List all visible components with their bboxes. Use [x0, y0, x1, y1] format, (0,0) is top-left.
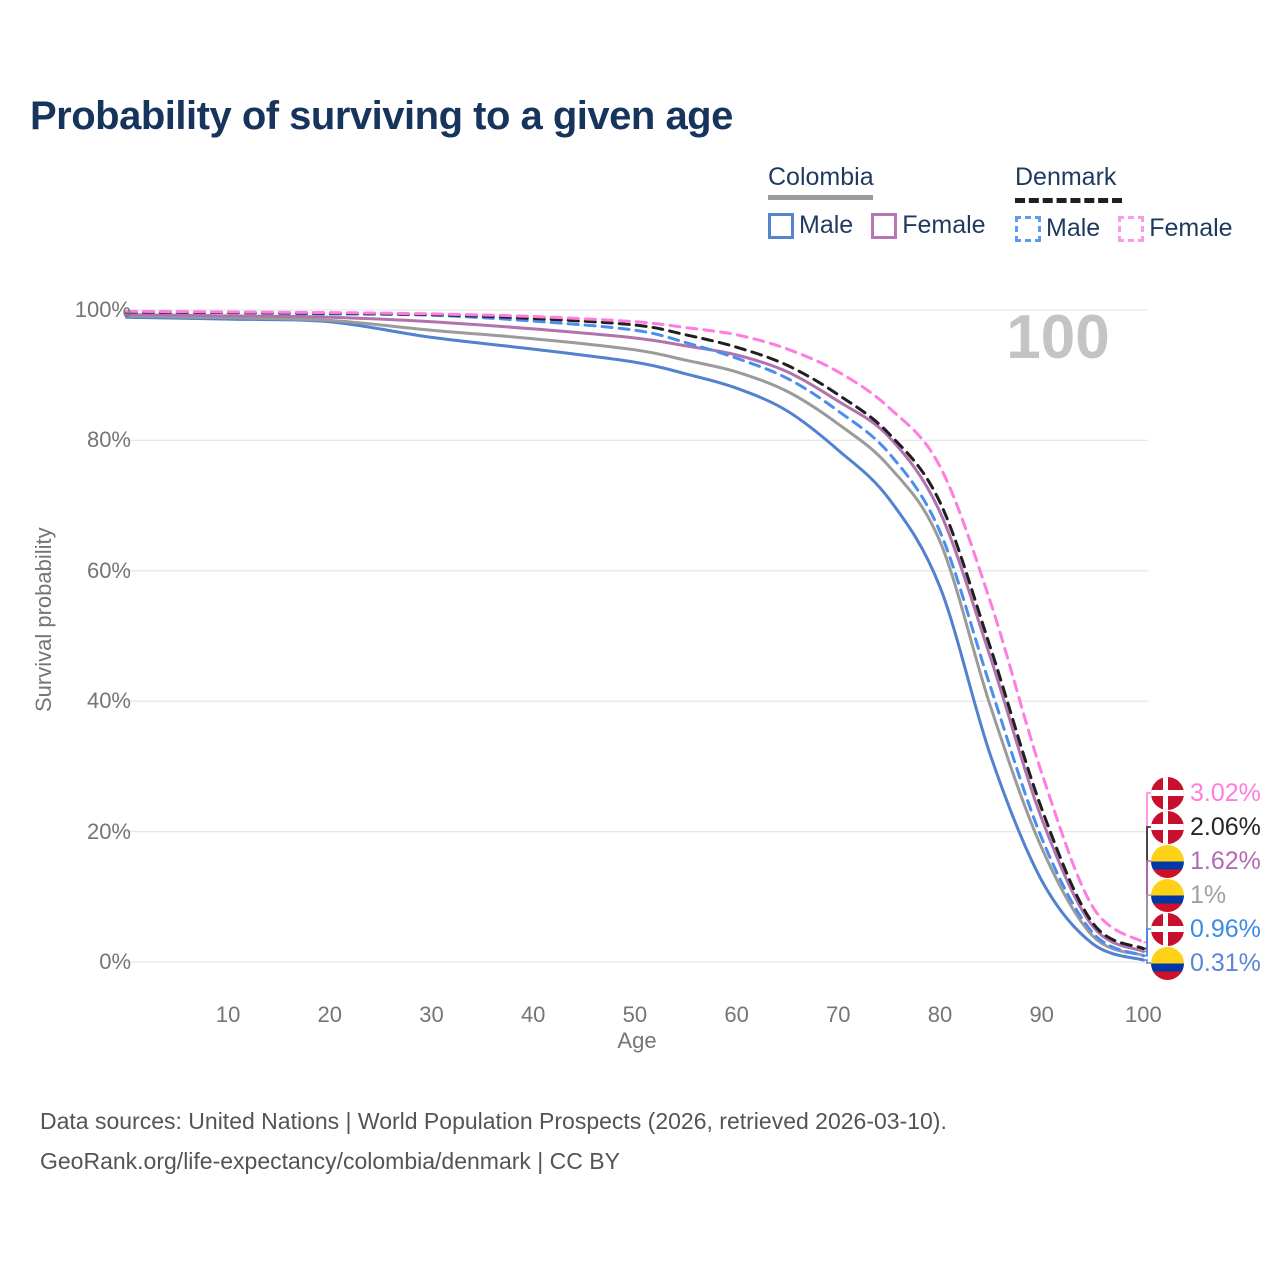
colombia-female-swatch-icon: [871, 212, 898, 239]
x-tick-80: 80: [927, 1002, 953, 1027]
colombia-male-swatch-icon: [768, 212, 794, 239]
end-label-value: 3.02%: [1190, 778, 1261, 807]
legend-item-denmark-female[interactable]: Female: [1118, 214, 1233, 243]
y-tick-100: 100%: [74, 297, 131, 322]
end-label-value: 0.96%: [1190, 914, 1261, 943]
denmark-flag-icon: [1151, 776, 1184, 810]
end-label-value: 2.06%: [1190, 812, 1261, 841]
y-tick-60: 60%: [86, 557, 131, 583]
legend-label: Male: [799, 211, 854, 239]
series-line-colombia[interactable]: [124, 314, 1145, 957]
legend-item-denmark-male[interactable]: Male: [1015, 214, 1100, 243]
x-tick-40: 40: [520, 1002, 546, 1027]
denmark-flag-icon: [1151, 810, 1184, 844]
colombia-flag-icon: [1151, 946, 1184, 980]
series-line-colombia-male[interactable]: [124, 315, 1145, 962]
legend-label: Female: [902, 211, 986, 239]
series-line-denmark-female[interactable]: [124, 309, 1145, 944]
data-sources-line: Data sources: United Nations | World Pop…: [40, 1108, 947, 1134]
series-line-colombia-female[interactable]: [124, 313, 1145, 953]
x-tick-30: 30: [419, 1002, 444, 1027]
end-label-colombia-female: 1.62%: [1151, 844, 1261, 878]
y-tick-80: 80%: [86, 427, 131, 453]
x-tick-60: 60: [724, 1002, 749, 1027]
end-label-denmark-male: 0.96%: [1151, 912, 1261, 946]
x-tick-20: 20: [317, 1002, 343, 1027]
x-tick-90: 90: [1029, 1002, 1054, 1027]
attribution-line: GeoRank.org/life-expectancy/colombia/den…: [40, 1148, 620, 1174]
y-axis-title: Survival probability: [31, 527, 56, 713]
legend-title-colombia: Colombia: [768, 163, 874, 191]
x-axis-title: Age: [617, 1028, 657, 1053]
x-tick-70: 70: [826, 1002, 851, 1027]
colombia-flag-icon: [1151, 844, 1184, 878]
leader-line-colombia-male: [1143, 959, 1151, 964]
legend-item-colombia-female[interactable]: Female: [871, 211, 986, 240]
denmark-male-swatch-icon: [1015, 215, 1041, 242]
end-label-value: 0.31%: [1190, 948, 1261, 977]
end-label-colombia-male: 0.31%: [1151, 946, 1261, 980]
legend-title-denmark: Denmark: [1015, 163, 1117, 191]
y-tick-20: 20%: [86, 818, 131, 844]
legend-underline-denmark: [1015, 198, 1122, 203]
page-title: Probability of surviving to a given age: [30, 94, 733, 138]
end-label-denmark-female: 3.02%: [1151, 776, 1261, 810]
colombia-flag-icon: [1151, 878, 1184, 912]
legend-underline-colombia: [768, 195, 873, 200]
y-tick-40: 40%: [86, 688, 131, 714]
legend-label: Female: [1149, 214, 1233, 242]
x-tick-10: 10: [215, 1002, 241, 1027]
x-tick-100: 100: [1125, 1002, 1162, 1027]
hovered-age-watermark: 100: [1006, 303, 1110, 372]
legend-group-colombia: Colombia Male Female: [768, 163, 986, 240]
legend-group-denmark: Denmark Male Female: [1015, 163, 1233, 243]
x-tick-50: 50: [622, 1002, 648, 1027]
end-label-value: 1%: [1190, 880, 1227, 909]
denmark-flag-icon: [1151, 912, 1184, 946]
end-label-colombia: 1%: [1151, 878, 1226, 912]
y-tick-0: 0%: [99, 949, 131, 974]
denmark-female-swatch-icon: [1118, 215, 1145, 242]
series-line-denmark[interactable]: [124, 310, 1145, 951]
legend-item-colombia-male[interactable]: Male: [768, 211, 853, 240]
series-line-denmark-male[interactable]: [124, 310, 1145, 958]
end-label-value: 1.62%: [1190, 846, 1261, 875]
legend-label: Male: [1046, 214, 1101, 242]
end-label-denmark: 2.06%: [1151, 810, 1261, 844]
leader-line-denmark-male: [1143, 928, 1151, 957]
